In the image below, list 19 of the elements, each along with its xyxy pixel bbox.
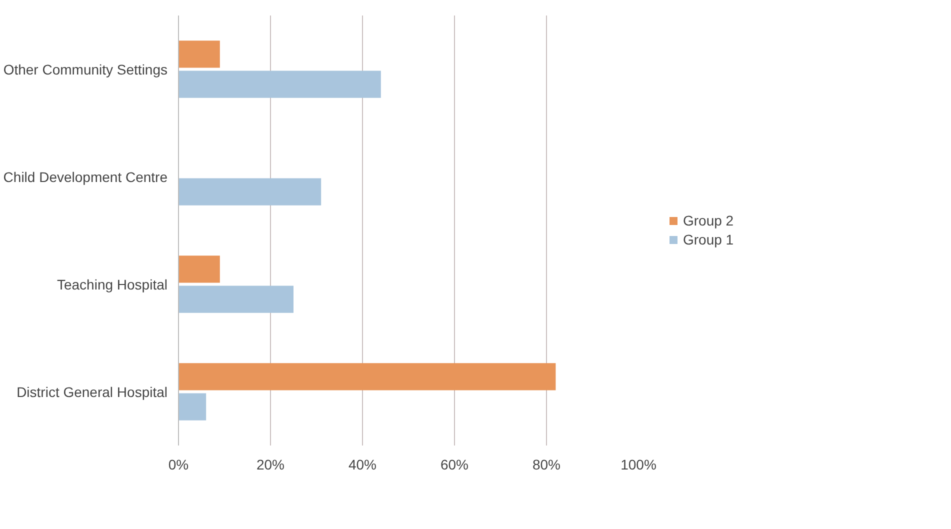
- y-tick-label: District General Hospital: [16, 384, 168, 400]
- bar: [178, 70, 381, 98]
- x-tick-label: 40%: [348, 456, 377, 472]
- bar: [178, 40, 220, 68]
- bar: [178, 256, 220, 283]
- x-tick-label: 60%: [440, 456, 469, 472]
- y-tick-label: Teaching Hospital: [56, 276, 168, 292]
- bar: [178, 286, 294, 313]
- legend-label: Group 2: [683, 212, 734, 228]
- y-tick-label: Child Development Centre: [3, 168, 168, 185]
- bar: [178, 393, 206, 420]
- bar: [178, 178, 322, 206]
- bar: [178, 363, 556, 390]
- y-tick-label: Other Community Settings: [3, 61, 168, 78]
- legend-label: Group 1: [683, 232, 734, 248]
- x-tick-label: 0%: [168, 456, 189, 472]
- x-tick-label: 100%: [620, 456, 656, 472]
- x-tick-label: 20%: [256, 456, 285, 472]
- x-tick-label: 80%: [532, 456, 561, 472]
